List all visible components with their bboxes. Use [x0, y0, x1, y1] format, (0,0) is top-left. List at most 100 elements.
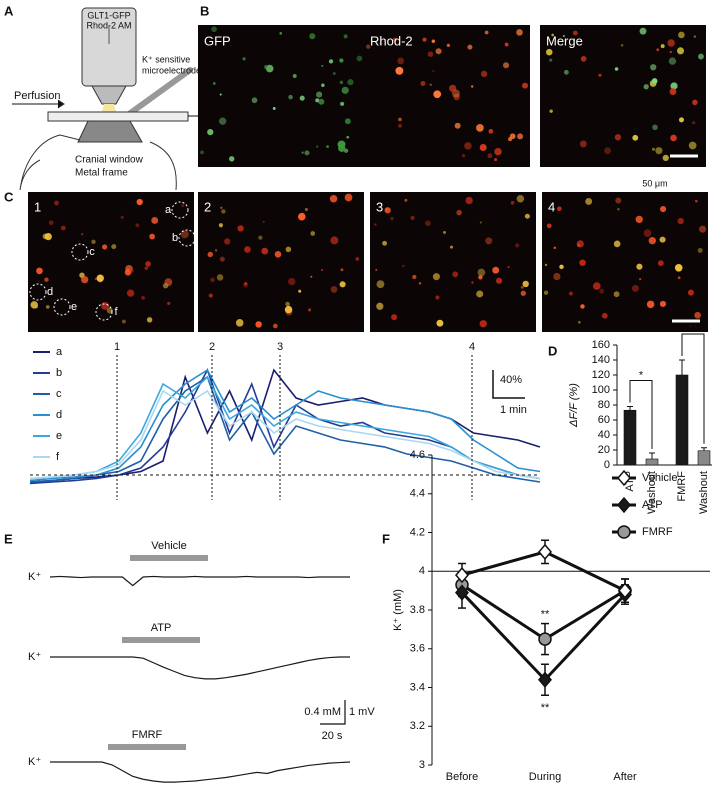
trace — [50, 656, 350, 680]
cell-spot — [639, 27, 647, 35]
cell-spot — [146, 317, 153, 323]
legend-label: b — [56, 367, 62, 379]
cell-spot — [699, 225, 707, 233]
cell-spot — [310, 275, 313, 278]
cell-spot — [60, 225, 66, 231]
cell-spot — [670, 134, 677, 142]
cell-spot — [557, 206, 562, 212]
cell-spot — [646, 300, 655, 309]
cell-spot — [149, 233, 155, 240]
time-marker-label: 3 — [277, 341, 283, 353]
roi-label: d — [47, 286, 53, 298]
perfusion-label: Perfusion — [14, 90, 60, 102]
cell-spot — [401, 264, 405, 268]
cell-spot — [520, 285, 524, 289]
cell-spot — [471, 281, 474, 284]
marker — [538, 543, 552, 561]
cell-spot — [614, 134, 622, 141]
marker — [455, 584, 469, 601]
legend-label: f — [56, 451, 60, 463]
cell-spot — [479, 221, 482, 224]
micrograph — [542, 192, 708, 332]
cell-spot — [427, 51, 434, 57]
cell-spot — [44, 277, 49, 282]
cell-spot — [321, 64, 324, 67]
x-tick-label: During — [529, 771, 561, 783]
cell-spot — [578, 320, 581, 324]
cell-spot — [297, 212, 306, 221]
legend-marker — [617, 496, 631, 514]
metal-frame — [77, 120, 143, 143]
significance-bracket — [681, 333, 705, 444]
cell-spot — [502, 62, 510, 69]
cell-spot — [339, 80, 344, 85]
cell-spot — [292, 73, 297, 78]
cell-spot — [375, 268, 378, 271]
cell-spot — [390, 216, 394, 221]
cell-spot — [207, 251, 213, 258]
cell-spot — [284, 305, 293, 314]
cell-spot — [309, 33, 316, 40]
stimulus-bar — [122, 637, 200, 643]
cell-spot — [424, 220, 431, 227]
cell-spot — [660, 206, 667, 213]
cell-spot — [404, 198, 408, 202]
cell-spot — [515, 243, 520, 248]
cell-spot — [592, 282, 601, 290]
cell-spot — [316, 145, 319, 148]
cell-spot — [164, 278, 173, 287]
cell-spot — [145, 261, 151, 267]
legend-label: c — [56, 388, 62, 400]
cell-spot — [694, 199, 698, 203]
time-marker-label: 2 — [209, 341, 215, 353]
cell-spot — [339, 58, 344, 63]
window-plate — [47, 111, 189, 122]
y-tick-label: 4.4 — [410, 488, 425, 500]
cell-spot — [467, 44, 473, 50]
cell-spot — [106, 307, 113, 314]
trace-label: K⁺ — [28, 756, 41, 768]
cell-spot — [643, 84, 649, 90]
trace — [29, 375, 541, 480]
scale-label: 1 min — [500, 404, 527, 416]
frame-label: Metal frame — [75, 168, 128, 179]
x-tick-label: FMRF — [676, 471, 688, 502]
cell-spot — [522, 82, 529, 89]
cell-spot — [677, 217, 684, 225]
cell-spot — [651, 147, 655, 151]
cell-spot — [553, 272, 561, 281]
cell-spot — [543, 290, 549, 295]
cell-spot — [660, 44, 665, 49]
cell-spot — [549, 58, 553, 62]
cell-spot — [433, 90, 442, 99]
cell-spot — [398, 117, 402, 122]
cell-spot — [124, 269, 132, 276]
trace-label: K⁺ — [28, 571, 41, 583]
y-tick-label: 3.8 — [410, 604, 425, 616]
cell-spot — [657, 260, 664, 267]
panel-label: A — [4, 3, 14, 18]
cell-spot — [308, 308, 312, 312]
cell-spot — [341, 86, 349, 94]
legend-label: e — [56, 430, 62, 442]
frame-label: 3 — [376, 199, 383, 214]
cell-spot — [321, 83, 325, 87]
cell-spot — [101, 301, 110, 310]
cell-spot — [420, 81, 426, 87]
cell-spot — [120, 215, 124, 219]
cell-spot — [344, 193, 353, 202]
cell-spot — [692, 121, 696, 125]
cell-spot — [315, 98, 320, 103]
cell-spot — [632, 134, 639, 141]
scale-label: 20 s — [322, 730, 343, 742]
cell-spot — [218, 223, 223, 228]
cell-spot — [510, 200, 515, 205]
cell-spot — [615, 197, 622, 204]
cell-spot — [214, 249, 218, 252]
cell-spot — [545, 48, 553, 56]
legend-label: a — [56, 346, 63, 358]
cell-spot — [136, 198, 143, 206]
cell-spot — [580, 56, 587, 62]
cell-spot — [347, 79, 354, 86]
